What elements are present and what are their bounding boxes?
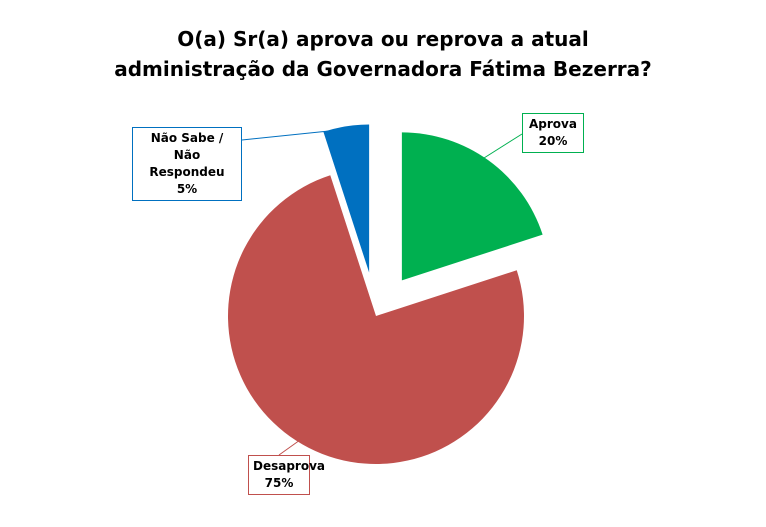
leader-line: [278, 439, 301, 456]
label-category: Aprova: [529, 117, 577, 131]
label-value: 75%: [264, 476, 294, 490]
label-category: Desaprova: [253, 459, 326, 473]
label-category: Não Sabe / Não Respondeu: [149, 131, 225, 179]
pie-slice: [323, 124, 370, 273]
label-value: 5%: [176, 182, 198, 196]
pie-slice: [227, 175, 524, 464]
label-value: 20%: [538, 134, 568, 148]
leader-line: [483, 133, 523, 159]
chart-title: O(a) Sr(a) aprova ou reprova a atual adm…: [114, 27, 652, 81]
data-label: Não Sabe / Não Respondeu 5%: [132, 127, 242, 201]
data-label: Desaprova 75%: [248, 455, 326, 495]
data-label: Aprova 20%: [522, 113, 584, 153]
pie-slice: [401, 132, 543, 281]
leader-line: [241, 127, 359, 141]
